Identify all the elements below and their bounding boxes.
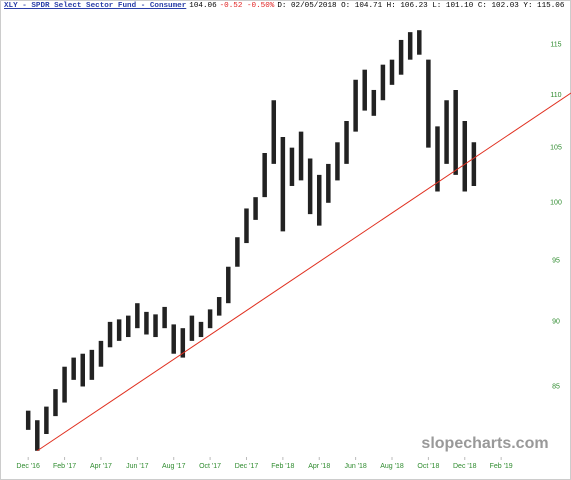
x-tick-label: Aug '17	[162, 463, 186, 470]
last-price: 104.06	[189, 2, 217, 10]
x-tick-label: Jun '18	[344, 463, 366, 470]
x-tick-label: Dec '18	[453, 463, 477, 470]
header: XLY - SPDR Select Sector Fund - Consumer…	[4, 2, 567, 10]
watermark: slopecharts.com	[421, 435, 548, 452]
x-tick-label: Aug '18	[380, 463, 404, 470]
symbol-title[interactable]: XLY - SPDR Select Sector Fund - Consumer	[4, 2, 187, 10]
x-tick-label: Oct '17	[199, 463, 221, 470]
quote-details: D: 02/05/2018 O: 104.71 H: 106.23 L: 101…	[277, 2, 565, 10]
x-tick-label: Feb '18	[271, 463, 294, 470]
x-tick-label: Apr '18	[308, 463, 330, 470]
x-tick-label: Oct '18	[417, 463, 439, 470]
x-tick-label: Dec '17	[235, 463, 259, 470]
x-tick-label: Apr '17	[90, 463, 112, 470]
x-tick-label: Feb '19	[490, 463, 513, 470]
y-tick-label: 85	[552, 383, 560, 390]
y-tick-label: 95	[552, 258, 560, 265]
price-change: -0.52 -0.50%	[219, 2, 275, 10]
y-tick-label: 115	[550, 42, 561, 49]
x-tick-label: Dec '16	[16, 463, 40, 470]
x-tick-label: Feb '17	[53, 463, 76, 470]
y-tick-label: 110	[550, 92, 561, 99]
y-tick-label: 100	[550, 200, 562, 207]
trendline	[37, 92, 571, 452]
x-tick-label: Jun '17	[126, 463, 148, 470]
y-tick-label: 90	[552, 319, 560, 326]
y-tick-label: 105	[550, 144, 562, 151]
